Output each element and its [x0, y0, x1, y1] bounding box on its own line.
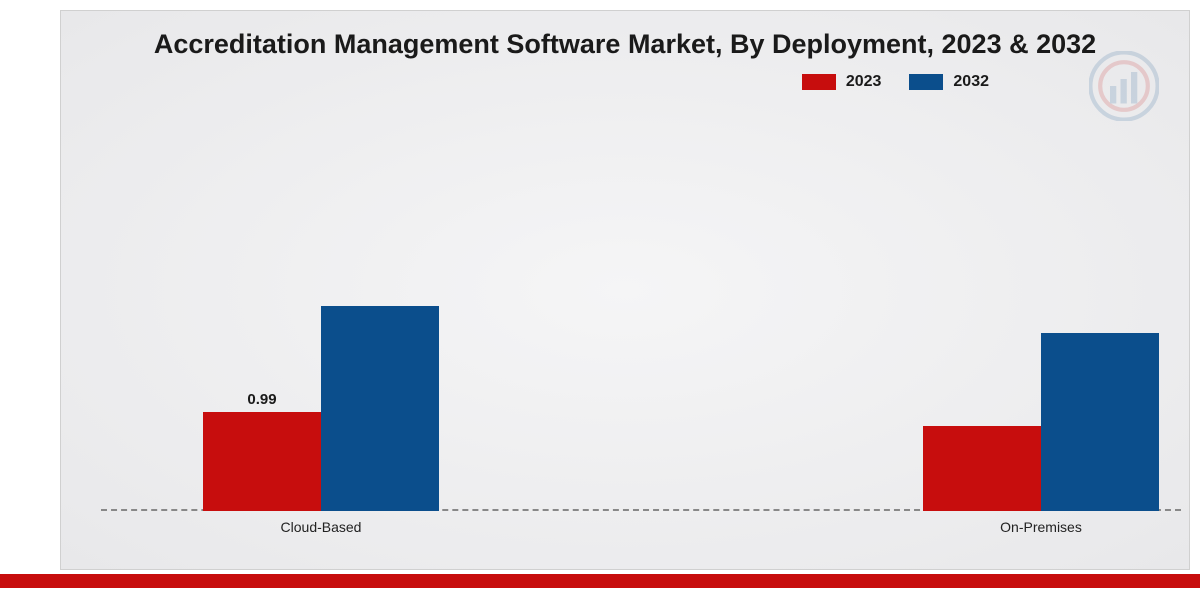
- x-label-cloud: Cloud-Based: [281, 519, 362, 535]
- bar-cloud-2023: [203, 412, 321, 511]
- legend-item-2023: 2023: [802, 73, 882, 91]
- bar-cloud-2032: [321, 306, 439, 511]
- legend-swatch-2032: [909, 74, 943, 90]
- bar-onprem-2023: [923, 426, 1041, 511]
- legend-item-2032: 2032: [909, 73, 989, 91]
- x-label-onprem: On-Premises: [1000, 519, 1082, 535]
- legend-swatch-2023: [802, 74, 836, 90]
- legend-label-2023: 2023: [846, 73, 882, 91]
- legend-label-2032: 2032: [953, 73, 989, 91]
- chart-title: Accreditation Management Software Market…: [61, 29, 1189, 60]
- bar-onprem-2032: [1041, 333, 1159, 511]
- plot-region: 0.99 Cloud-Based On-Premises: [101, 111, 1181, 541]
- data-label-cloud-2023: 0.99: [247, 391, 276, 408]
- chart-area: Accreditation Management Software Market…: [60, 10, 1190, 570]
- legend: 2023 2032: [802, 73, 989, 91]
- footer-accent-bar: [0, 574, 1200, 588]
